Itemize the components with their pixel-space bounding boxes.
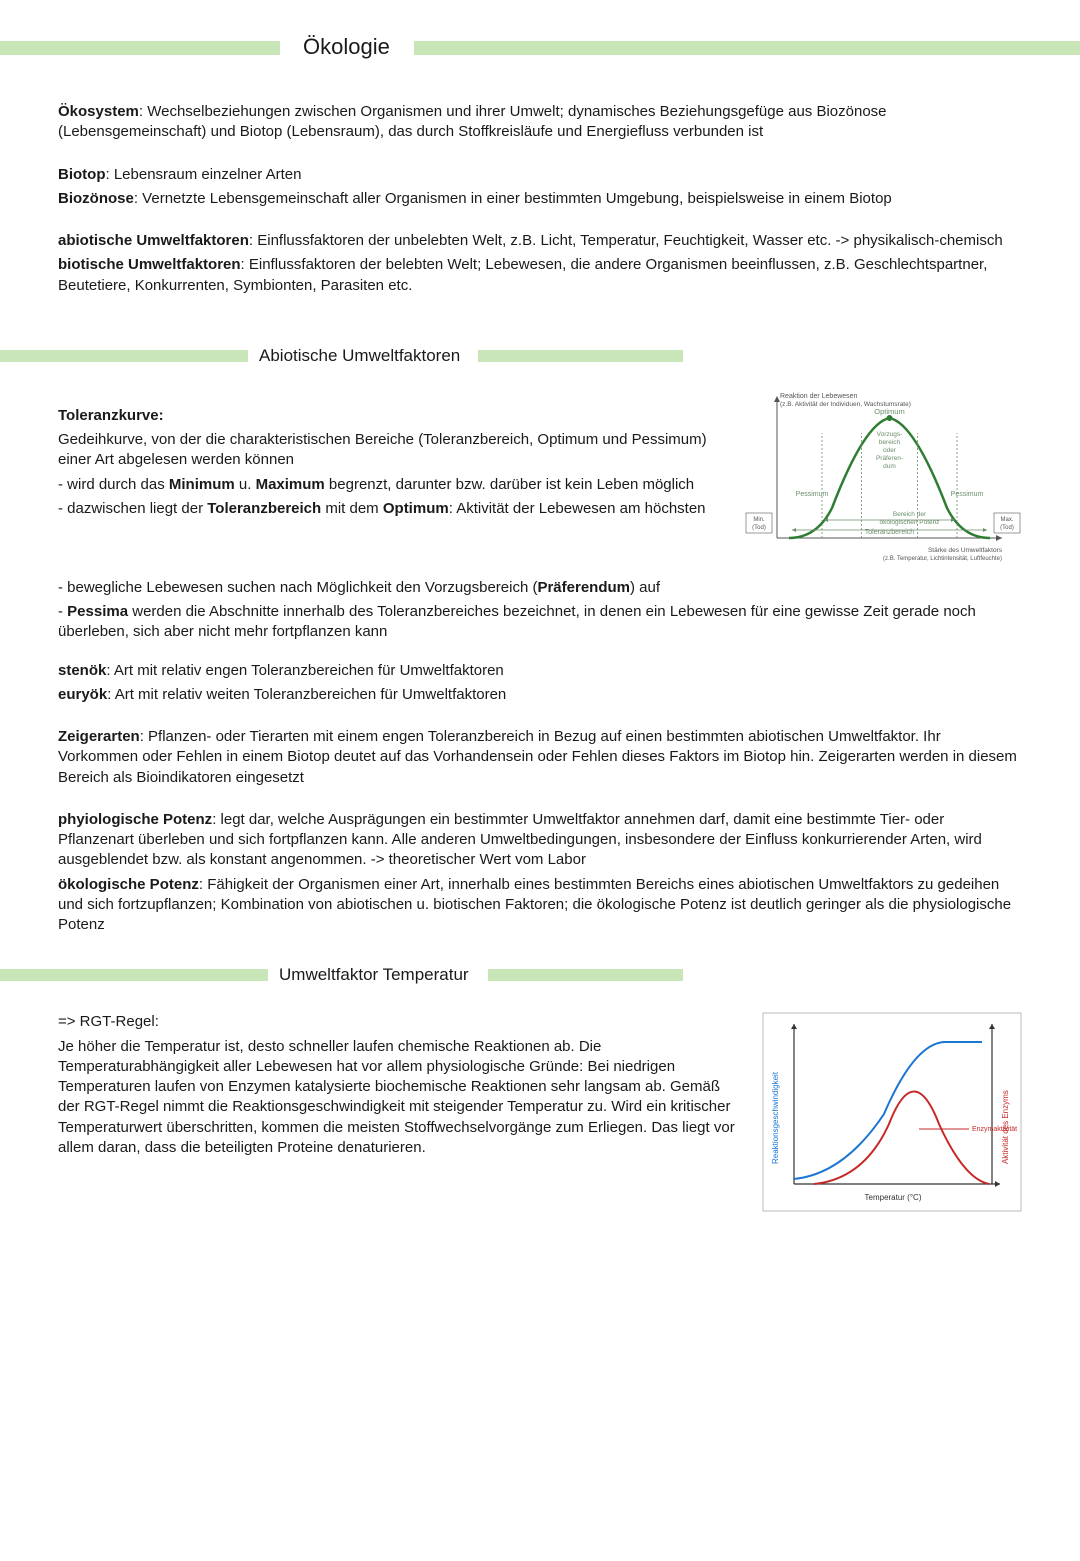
rgt-label: => RGT-Regel: bbox=[58, 1012, 742, 1032]
svg-text:(Tod): (Tod) bbox=[752, 525, 766, 531]
euryoek-label: euryök bbox=[58, 686, 107, 703]
zeiger-label: Zeigerarten bbox=[58, 728, 140, 745]
toleranz-p5: - Pessima werden die Abschnitte innerhal… bbox=[58, 602, 1022, 643]
oekosystem-text: : Wechselbeziehungen zwischen Organismen… bbox=[58, 103, 887, 140]
stenoek-euryoek: stenök: Art mit relativ engen Toleranzbe… bbox=[58, 661, 1022, 706]
svg-text:Reaktion der Lebewesen: Reaktion der Lebewesen bbox=[780, 393, 858, 400]
phys-label: phyiologische Potenz bbox=[58, 811, 212, 828]
def-oekosystem: Ökosystem: Wechselbeziehungen zwischen O… bbox=[58, 102, 1022, 143]
zeigerarten: Zeigerarten: Pflanzen- oder Tierarten mi… bbox=[58, 727, 1022, 788]
svg-text:Stärke des Umweltfaktors: Stärke des Umweltfaktors bbox=[928, 547, 1003, 554]
svg-text:Temperatur (°C): Temperatur (°C) bbox=[865, 1193, 922, 1202]
toleranz-p1: Gedeihkurve, von der die charakteristisc… bbox=[58, 430, 722, 471]
svg-text:bereich: bereich bbox=[879, 439, 901, 446]
rgt-text-col: => RGT-Regel: Je höher die Temperatur is… bbox=[58, 1012, 742, 1212]
svg-text:Max.: Max. bbox=[1000, 517, 1013, 523]
stenoek-label: stenök bbox=[58, 662, 106, 679]
rgt-chart: Enzymaktivität Reaktionsgeschwindigkeit Ak… bbox=[762, 1012, 1022, 1212]
section-bar-left-2 bbox=[0, 969, 268, 981]
svg-text:Vorzugs-: Vorzugs- bbox=[877, 431, 903, 438]
svg-text:(z.B. Temperatur, Lichtintensi: (z.B. Temperatur, Lichtintensität, Luftf… bbox=[883, 556, 1002, 562]
toleranz-p2: - wird durch das Minimum u. Maximum begr… bbox=[58, 475, 722, 495]
svg-text:dum: dum bbox=[883, 463, 896, 470]
abiotisch-text: : Einflussfaktoren der unbelebten Welt, … bbox=[249, 232, 1003, 249]
page-title-bar: Ökologie bbox=[0, 34, 1080, 62]
svg-text:Enzymaktivität: Enzymaktivität bbox=[972, 1126, 1017, 1133]
euryoek-text: : Art mit relativ weiten Toleranzbereich… bbox=[107, 686, 506, 703]
rgt-row: => RGT-Regel: Je höher die Temperatur is… bbox=[58, 1012, 1022, 1212]
page-title: Ökologie bbox=[295, 34, 398, 60]
svg-text:oder: oder bbox=[883, 447, 897, 454]
rgt-text: Je höher die Temperatur ist, desto schne… bbox=[58, 1037, 742, 1159]
toleranz-p4: - bewegliche Lebewesen suchen nach Mögli… bbox=[58, 578, 1022, 598]
svg-text:Präferen-: Präferen- bbox=[876, 455, 903, 462]
biotop-label: Biotop bbox=[58, 166, 105, 183]
content-area: Ökosystem: Wechselbeziehungen zwischen O… bbox=[0, 62, 1080, 1212]
rgt-chart-col: Enzymaktivität Reaktionsgeschwindigkeit Ak… bbox=[762, 1012, 1022, 1212]
section-bar-right bbox=[478, 350, 683, 362]
stenoek-text: : Art mit relativ engen Toleranzbereiche… bbox=[106, 662, 503, 679]
biotisch-label: biotische Umweltfaktoren bbox=[58, 256, 241, 273]
toleranz-text-col: Toleranzkurve: Gedeihkurve, von der die … bbox=[58, 388, 722, 578]
svg-text:Min.: Min. bbox=[753, 517, 765, 523]
biozoenose-text: : Vernetzte Lebensgemeinschaft aller Org… bbox=[134, 190, 892, 207]
tolerance-curve-chart: Reaktion der Lebewesen(z.B. Aktivität de… bbox=[742, 388, 1022, 578]
section-header-abiotisch: Abiotische Umweltfaktoren bbox=[58, 346, 1022, 368]
section-bar-right-2 bbox=[488, 969, 683, 981]
svg-text:Optimum: Optimum bbox=[874, 407, 904, 416]
zeiger-text: : Pflanzen- oder Tierarten mit einem eng… bbox=[58, 728, 1017, 786]
potenz: phyiologische Potenz: legt dar, welche A… bbox=[58, 810, 1022, 936]
section-title-abiotisch: Abiotische Umweltfaktoren bbox=[253, 346, 466, 366]
svg-text:Pessimum: Pessimum bbox=[951, 491, 984, 498]
biotop-text: : Lebensraum einzelner Arten bbox=[105, 166, 301, 183]
svg-text:Reaktionsgeschwindigkeit: Reaktionsgeschwindigkeit bbox=[771, 1071, 780, 1164]
def-umweltfaktoren: abiotische Umweltfaktoren: Einflussfakto… bbox=[58, 231, 1022, 296]
svg-text:Bereich der: Bereich der bbox=[893, 511, 927, 518]
def-biotop-biozoenose: Biotop: Lebensraum einzelner Arten Biozö… bbox=[58, 165, 1022, 210]
section-title-temperatur: Umweltfaktor Temperatur bbox=[273, 965, 475, 985]
toleranz-p3: - dazwischen liegt der Toleranzbereich m… bbox=[58, 499, 722, 519]
svg-text:Pessimum: Pessimum bbox=[796, 491, 829, 498]
section-bar-left bbox=[0, 350, 248, 362]
title-bar-left bbox=[0, 41, 280, 55]
oekosystem-label: Ökosystem bbox=[58, 103, 139, 120]
toleranz-label: Toleranzkurve: bbox=[58, 407, 164, 424]
oeko-label: ökologische Potenz bbox=[58, 876, 199, 893]
section-header-temperatur: Umweltfaktor Temperatur bbox=[58, 965, 1022, 987]
svg-text:Aktivität des Enzyms: Aktivität des Enzyms bbox=[1001, 1090, 1010, 1164]
svg-text:(Tod): (Tod) bbox=[1000, 525, 1014, 531]
toleranz-chart-col: Reaktion der Lebewesen(z.B. Aktivität de… bbox=[742, 388, 1022, 578]
title-bar-right bbox=[414, 41, 1080, 55]
oeko-text: : Fähigkeit der Organismen einer Art, in… bbox=[58, 876, 1011, 934]
toleranz-row: Toleranzkurve: Gedeihkurve, von der die … bbox=[58, 388, 1022, 578]
biozoenose-label: Biozönose bbox=[58, 190, 134, 207]
abiotisch-label: abiotische Umweltfaktoren bbox=[58, 232, 249, 249]
